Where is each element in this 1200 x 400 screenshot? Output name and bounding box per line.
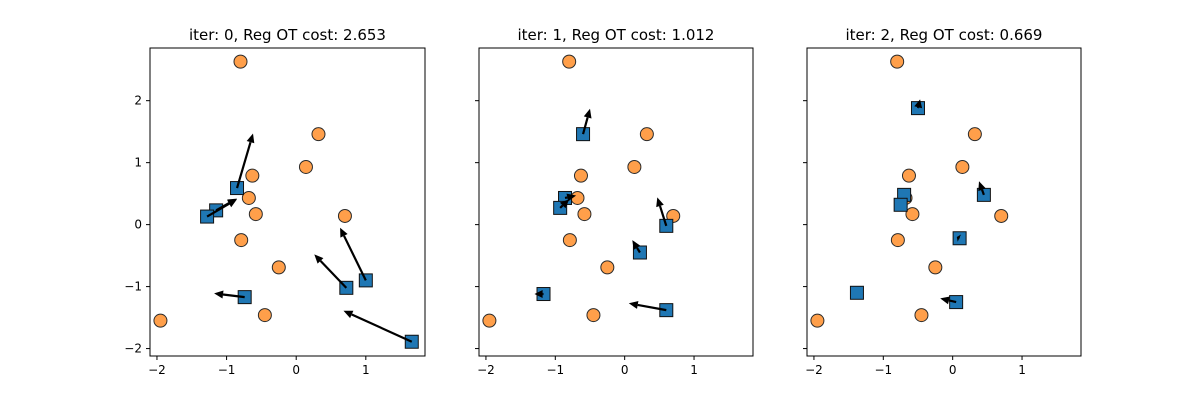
y-tick-label: −1 (124, 280, 142, 294)
target-point (577, 207, 592, 222)
target-point (890, 54, 905, 69)
panel-0: iter: 0, Reg OT cost: 2.653 −2 −1 0 1 −2 −1 0 1 2 (124, 26, 426, 377)
y-tick-label: 1 (134, 156, 142, 170)
panel-1: iter: 1, Reg OT cost: 1.012 −2 −1 0 1 (475, 26, 754, 377)
transport-arrow (534, 290, 544, 298)
target-point (271, 260, 286, 275)
target-point (586, 308, 601, 323)
transport-arrow (656, 197, 668, 227)
target-point (810, 313, 825, 328)
y-tick-label: 2 (134, 94, 142, 108)
y-tick-label: −2 (124, 342, 142, 356)
x-tick-label: 1 (1018, 363, 1026, 377)
target-point (233, 54, 248, 69)
source-point (893, 197, 908, 212)
x-tick-label: 0 (292, 363, 300, 377)
target-point (245, 168, 260, 183)
y-tick-label: 0 (134, 218, 142, 232)
plot-area (478, 47, 754, 357)
x-tick-label: −2 (477, 363, 495, 377)
target-point (905, 207, 920, 222)
x-tick-label: 0 (621, 363, 629, 377)
x-tick-label: −1 (546, 363, 564, 377)
target-point (994, 208, 1009, 223)
x-tick-label: −2 (805, 363, 823, 377)
panel-title: iter: 2, Reg OT cost: 0.669 (846, 26, 1043, 44)
panel-title: iter: 0, Reg OT cost: 2.653 (189, 26, 386, 44)
plot-area (149, 47, 426, 357)
x-tick-label: 0 (949, 363, 957, 377)
transport-arrow (628, 301, 667, 312)
x-tick-label: −1 (874, 363, 892, 377)
target-point (257, 308, 272, 323)
target-point (967, 127, 982, 142)
source-point (849, 285, 864, 300)
transport-arrow (559, 199, 570, 209)
target-point (901, 168, 916, 183)
target-point (914, 308, 929, 323)
target-point (234, 233, 249, 248)
panel-2: iter: 2, Reg OT cost: 0.669 −2 −1 0 1 (803, 26, 1082, 377)
plot-area (806, 47, 1082, 357)
x-tick-label: −2 (148, 363, 166, 377)
target-point (153, 313, 168, 328)
transport-arrow (940, 296, 957, 305)
target-point (248, 207, 263, 222)
transport-arrow (914, 99, 923, 109)
target-point (298, 159, 313, 174)
target-point (955, 159, 970, 174)
transport-arrow (214, 290, 245, 299)
target-point (562, 54, 577, 69)
x-tick-label: 1 (690, 363, 698, 377)
target-point (573, 168, 588, 183)
target-point (241, 190, 256, 205)
target-point (890, 233, 905, 248)
transport-arrow (581, 108, 592, 135)
transport-arrow (314, 254, 348, 289)
transport-arrow (956, 234, 961, 242)
x-tick-label: −1 (218, 363, 236, 377)
transport-arrow (206, 199, 237, 218)
target-point (337, 208, 352, 223)
target-point (627, 159, 642, 174)
x-tick-label: 1 (362, 363, 370, 377)
target-point (570, 190, 585, 205)
transport-arrow (978, 181, 986, 196)
target-point (482, 313, 497, 328)
target-point (311, 127, 326, 142)
transport-arrow (632, 240, 641, 254)
target-point (562, 233, 577, 248)
transport-arrow (340, 227, 367, 281)
panel-title: iter: 1, Reg OT cost: 1.012 (518, 26, 715, 44)
target-point (600, 260, 615, 275)
target-point (639, 127, 654, 142)
transport-arrow (343, 310, 413, 343)
target-point (928, 260, 943, 275)
transport-arrow (235, 133, 255, 189)
